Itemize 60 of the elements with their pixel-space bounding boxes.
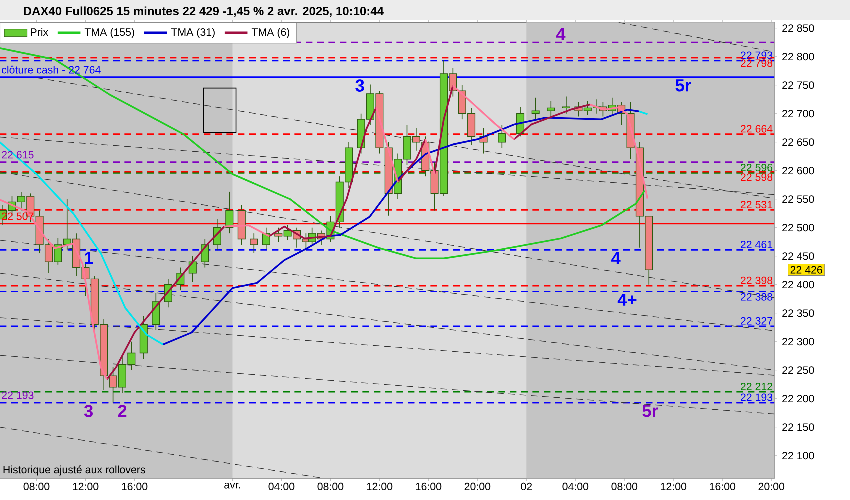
legend-label: TMA (6) bbox=[252, 28, 290, 38]
y-tick-label: 22 150 bbox=[782, 424, 814, 432]
annotation: 5r bbox=[642, 405, 658, 418]
annotation: 3 bbox=[356, 80, 364, 92]
annotation: 5r bbox=[676, 80, 692, 92]
annotation: 4+ bbox=[618, 294, 637, 306]
y-tick-label: 22 250 bbox=[782, 366, 814, 374]
annotation: 1 bbox=[85, 252, 94, 264]
legend-label: TMA (155) bbox=[84, 28, 134, 38]
annotation: 22 193 bbox=[2, 392, 34, 400]
x-tick-label: 12:00 bbox=[73, 482, 99, 490]
y-tick-label: 22 750 bbox=[782, 82, 814, 90]
y-tick-label: 22 200 bbox=[782, 395, 814, 403]
ref-line-label: 22 531 bbox=[740, 201, 773, 209]
annotation: 22 615 bbox=[2, 151, 34, 159]
y-tick-label: 22 600 bbox=[782, 167, 814, 175]
legend-label: Prix bbox=[31, 28, 48, 36]
annotation: 3 bbox=[84, 405, 93, 418]
x-tick-label: 02 bbox=[521, 482, 532, 490]
x-tick-label: 20:00 bbox=[464, 482, 491, 490]
x-tick-label: 04:00 bbox=[562, 482, 589, 490]
annotation: 2 bbox=[118, 405, 127, 418]
ref-line-label: 22 212 bbox=[740, 382, 773, 390]
y-tick-label: 22 650 bbox=[782, 138, 814, 146]
y-tick-label: 22 100 bbox=[782, 452, 814, 460]
ref-line-label: 22 596 bbox=[740, 164, 773, 172]
x-tick-label: 16:00 bbox=[416, 482, 442, 490]
ref-line-label: 22 461 bbox=[740, 240, 773, 248]
annotation: 4 bbox=[612, 252, 621, 264]
x-tick-label: 08:00 bbox=[612, 482, 638, 490]
x-tick-label: avr. bbox=[224, 482, 240, 489]
chart-title: DAX40 Full0625 15 minutes 22 429 -1,45 % 2 avr. 2025, 10:10:44 bbox=[24, 6, 384, 18]
y-tick-label: 22 500 bbox=[782, 224, 814, 232]
ref-line-label: 22 798 bbox=[740, 60, 773, 68]
ref-line-label: 22 598 bbox=[740, 174, 773, 182]
y-tick-label: 22 300 bbox=[782, 338, 814, 346]
x-tick-label: 08:00 bbox=[24, 482, 50, 490]
ref-line-label: 22 388 bbox=[740, 293, 773, 301]
ref-line-label: 22 193 bbox=[740, 394, 773, 402]
x-tick-label: 12:00 bbox=[367, 482, 393, 490]
y-tick-label: 22 700 bbox=[782, 110, 814, 118]
annotation: 4 bbox=[556, 28, 566, 40]
x-tick-label: 04:00 bbox=[268, 482, 295, 490]
x-tick-label: 20:00 bbox=[758, 482, 785, 490]
annotation: 22 426 bbox=[790, 266, 822, 274]
x-tick-label: 08:00 bbox=[318, 482, 344, 490]
y-tick-label: 22 550 bbox=[782, 196, 814, 204]
ref-line-label: 22 398 bbox=[740, 276, 773, 284]
y-tick-label: 22 400 bbox=[782, 281, 814, 289]
y-tick-label: 22 800 bbox=[782, 53, 814, 61]
y-tick-label: 22 350 bbox=[782, 310, 814, 318]
ref-line-label: 22 664 bbox=[740, 125, 773, 133]
x-tick-label: 16:00 bbox=[710, 482, 736, 490]
ref-line-label: 22 327 bbox=[740, 317, 773, 325]
y-tick-label: 22 850 bbox=[782, 24, 814, 32]
x-tick-label: 12:00 bbox=[661, 482, 687, 490]
annotation: Historique ajusté aux rollovers bbox=[4, 466, 146, 476]
x-tick-label: 16:00 bbox=[122, 482, 148, 490]
legend-label: TMA (31) bbox=[171, 28, 215, 38]
y-tick-label: 22 450 bbox=[782, 252, 814, 260]
